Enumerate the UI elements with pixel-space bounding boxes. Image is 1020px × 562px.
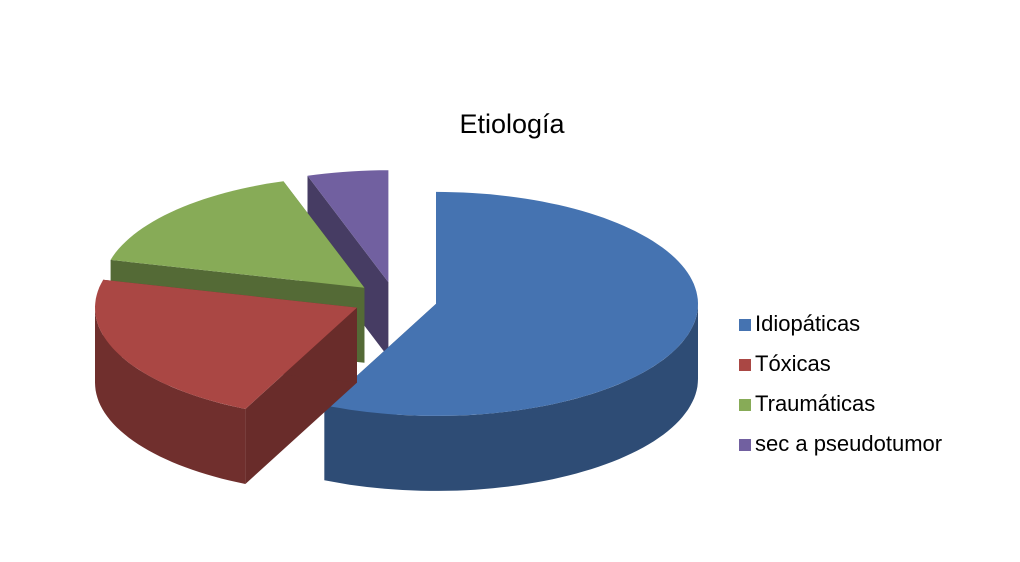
slice-side	[324, 303, 698, 491]
slice-side	[95, 307, 246, 484]
legend-swatch	[739, 359, 751, 371]
legend-swatch	[739, 319, 751, 331]
slice	[110, 181, 365, 288]
pie-slice	[324, 191, 698, 491]
legend-label: Tóxicas	[755, 351, 831, 376]
pie-slice	[95, 279, 357, 484]
legend-swatch	[739, 399, 751, 411]
slice	[95, 279, 357, 409]
legend-label: Idiopáticas	[755, 311, 860, 336]
legend-swatch	[739, 439, 751, 451]
slice	[307, 170, 389, 283]
legend-label: Traumáticas	[755, 391, 875, 416]
slice	[324, 191, 698, 416]
chart-title: Etiología	[459, 109, 565, 139]
legend-label: sec a pseudotumor	[755, 431, 942, 456]
